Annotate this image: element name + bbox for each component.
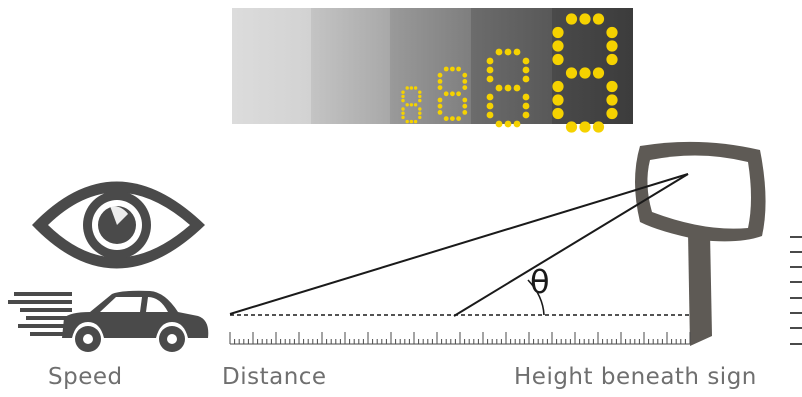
digit-dot (443, 116, 449, 121)
digit-dot (513, 48, 521, 56)
digit-dot (592, 67, 605, 79)
digit-dot (413, 86, 418, 90)
digit-dot (522, 93, 530, 101)
digit-dot (606, 40, 618, 52)
digit-dot (504, 120, 512, 128)
digit-dot (579, 121, 591, 133)
digit-dot (565, 13, 578, 25)
car-icon (8, 290, 209, 352)
digit-dot (418, 90, 422, 94)
digit-dot (606, 94, 618, 106)
digit-dot (552, 107, 564, 120)
digit-dot (409, 103, 414, 107)
digit-dot (486, 75, 494, 83)
digit-dot (462, 103, 468, 109)
digit-dot (495, 48, 503, 56)
digit-dot (522, 75, 530, 83)
digit-dot (592, 121, 605, 133)
digit-dot (450, 116, 455, 121)
digit-dot (405, 103, 409, 107)
digit-dot (401, 115, 405, 120)
visibility-gradient-panel (232, 8, 633, 133)
digit-dot (606, 107, 618, 120)
digit-dot (606, 53, 618, 66)
speed-label: Speed (48, 364, 123, 390)
digit-dot (405, 86, 409, 90)
digit-dot (486, 102, 494, 110)
digit-dot (495, 84, 503, 92)
digit-dot (401, 98, 405, 103)
distance-label: Distance (222, 364, 327, 390)
digit-dot (409, 119, 414, 124)
digit-dot (504, 48, 512, 56)
digit-dot (486, 57, 494, 65)
digit-dot (606, 80, 618, 93)
digit-dot (401, 111, 405, 115)
digit-dot (462, 110, 468, 115)
digit-dot (413, 119, 418, 124)
digit-dot (606, 26, 618, 39)
digit-dot (552, 40, 564, 52)
digit-dot (456, 116, 461, 121)
dot-matrix-digits (401, 13, 618, 133)
digit-dot (504, 84, 512, 92)
digit-dot (552, 53, 564, 66)
digit-dot (513, 84, 521, 92)
digit-dot (486, 93, 494, 101)
digit-dot (401, 94, 405, 99)
digit-dot (552, 26, 564, 39)
digit-dot (495, 120, 503, 128)
digit-dot (409, 86, 414, 90)
sight-lines (229, 173, 690, 317)
ruler-icon (790, 236, 802, 345)
digit-dot (418, 115, 422, 120)
digit-dot (437, 103, 443, 109)
digit-dot (592, 13, 605, 25)
distance-ruler (229, 332, 691, 345)
digit-dot (565, 121, 578, 133)
digit-dot (462, 72, 468, 78)
digit-dot (450, 66, 455, 72)
digit-dot (486, 111, 494, 119)
digit-dot (513, 120, 521, 128)
sign-icon (635, 141, 766, 346)
digit-dot (486, 66, 494, 74)
digit-dot (405, 119, 409, 124)
digit-dot (552, 80, 564, 93)
height-label: Height beneath sign (514, 364, 757, 390)
digit-dot (437, 97, 443, 103)
digit-dot (413, 103, 418, 107)
digit-dot (437, 110, 443, 115)
digit-dot (418, 98, 422, 103)
digit-dot (437, 72, 443, 78)
digit-dot (522, 102, 530, 110)
digit-dot (450, 91, 455, 97)
digit-dot (437, 79, 443, 84)
eye-icon (32, 181, 205, 269)
digit-dot (462, 97, 468, 103)
digit-dot (443, 91, 449, 97)
digit-dot (418, 111, 422, 115)
digit-dot (462, 85, 468, 90)
digit-dot (522, 57, 530, 65)
digit-dot (418, 107, 422, 111)
digit-dot (579, 13, 591, 25)
digit-dot (456, 66, 461, 72)
angle-label: θ (530, 263, 550, 301)
digit-dot (437, 85, 443, 90)
digit-dot (552, 94, 564, 106)
digit-dot (565, 67, 578, 79)
digit-dot (443, 66, 449, 72)
digit-dot (456, 91, 461, 97)
digit-dot (522, 111, 530, 119)
digit-dot (401, 107, 405, 111)
digit-dot (462, 79, 468, 84)
digit-dot (522, 66, 530, 74)
digit-dot (418, 94, 422, 99)
digit-dot (401, 90, 405, 94)
digit-dot (579, 67, 591, 79)
